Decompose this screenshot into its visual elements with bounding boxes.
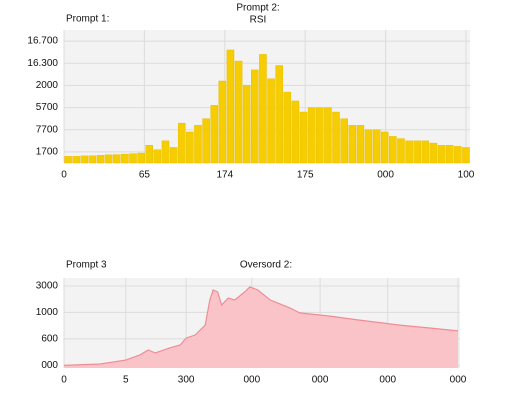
- bar: [145, 145, 154, 164]
- bar: [104, 154, 113, 164]
- x-tick-label: 300: [178, 375, 195, 386]
- bar: [202, 118, 210, 164]
- chart-title-left: Prompt 3: [66, 260, 107, 271]
- bar: [64, 156, 72, 164]
- y-tick-label: 600: [41, 334, 58, 345]
- bar: [226, 49, 235, 164]
- x-tick-label: 65: [139, 170, 151, 181]
- bar: [405, 140, 413, 164]
- y-tick-label: 1700: [36, 147, 59, 158]
- x-tick-label: 000: [243, 375, 260, 386]
- bar: [316, 107, 324, 164]
- y-tick-label: 2000: [36, 80, 59, 91]
- bar: [299, 111, 308, 164]
- bar: [364, 129, 373, 164]
- bar: [356, 125, 365, 164]
- bar: [267, 78, 275, 164]
- bar: [413, 140, 421, 164]
- bar: [251, 69, 259, 164]
- bar: [210, 105, 218, 164]
- bar: [137, 152, 145, 164]
- bar: [242, 85, 251, 164]
- area: [64, 287, 458, 368]
- bar: [421, 140, 430, 164]
- bar: [462, 147, 470, 164]
- chart-title: Oversord 2:: [240, 260, 292, 271]
- y-tick-label: 000: [41, 360, 58, 371]
- y-tick-label: 1000: [36, 307, 59, 318]
- x-tick-label: 5: [123, 375, 129, 386]
- bar: [194, 125, 202, 164]
- bar: [259, 54, 267, 164]
- bar: [372, 129, 381, 164]
- bar: [72, 156, 80, 164]
- chart-title: Prompt 2:: [236, 3, 279, 14]
- bar: [283, 91, 292, 164]
- bar: [186, 131, 194, 164]
- y-tick-label: 16.300: [27, 58, 58, 69]
- chart-subtitle: RSI: [250, 15, 267, 26]
- bar: [454, 146, 462, 164]
- bar: [275, 65, 283, 164]
- x-tick-label: 000: [450, 375, 467, 386]
- bar: [380, 131, 389, 164]
- y-tick-label: 7700: [36, 124, 59, 135]
- bar: [161, 140, 170, 164]
- x-tick-label: 175: [297, 170, 314, 181]
- bar: [218, 80, 227, 164]
- y-tick-label: 16.700: [27, 36, 58, 47]
- y-tick-label: 5700: [36, 102, 59, 113]
- bar: [96, 155, 105, 164]
- x-tick-label: 0: [61, 375, 67, 386]
- x-tick-label: 100: [458, 170, 475, 181]
- y-tick-label: 3000: [36, 281, 59, 292]
- bar: [397, 138, 405, 164]
- x-tick-label: 000: [312, 375, 329, 386]
- bar: [307, 107, 316, 164]
- bar: [153, 149, 162, 164]
- bar: [88, 155, 97, 164]
- bar: [80, 155, 89, 164]
- bar: [169, 147, 178, 164]
- bar: [340, 118, 348, 164]
- bar: [121, 153, 129, 164]
- bar: [113, 154, 121, 164]
- x-tick-label: 0: [61, 170, 67, 181]
- bar: [177, 122, 186, 164]
- chart-title-left: Prompt 1:: [66, 14, 109, 25]
- bar: [291, 100, 300, 164]
- bar: [437, 145, 446, 164]
- x-tick-label: 000: [377, 170, 394, 181]
- bar: [389, 136, 397, 164]
- bar: [429, 142, 438, 164]
- bar: [332, 111, 340, 164]
- bar: [445, 145, 454, 164]
- bar: [234, 60, 243, 164]
- bar: [129, 153, 137, 164]
- area-line: [63, 286, 459, 366]
- x-tick-label: 174: [216, 170, 233, 181]
- bar: [348, 125, 357, 164]
- bar: [324, 107, 332, 164]
- x-tick-label: 000: [379, 375, 396, 386]
